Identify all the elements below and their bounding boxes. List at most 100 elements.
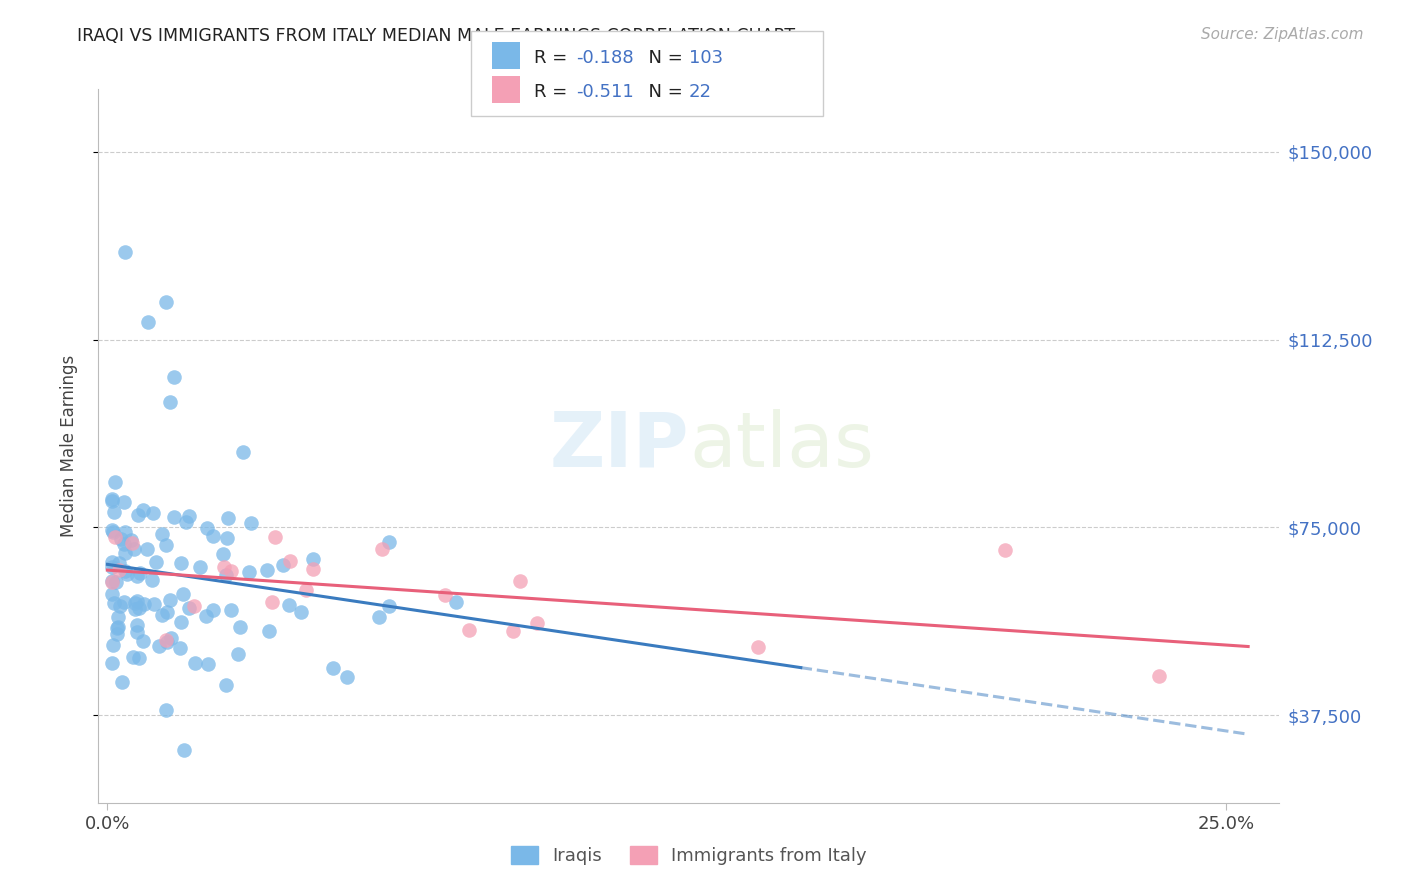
Point [107,609,129,624]
Point [103,596,125,610]
Point [160,632,183,646]
Point [101,574,124,589]
Point [371,541,394,556]
Point [156,605,179,619]
Point [101,574,124,589]
Point [457,623,479,637]
Point [177,508,200,523]
Text: N =: N = [637,83,689,101]
Point [148,639,170,653]
Point [238,565,260,579]
Point [128,566,150,580]
Point [747,640,769,654]
Point [136,315,159,329]
Point [105,627,128,641]
Point [101,656,124,670]
Point [128,600,150,615]
Point [108,556,131,570]
Text: IRAQI VS IMMIGRANTS FROM ITALY MEDIAN MALE EARNINGS CORRELATION CHART: IRAQI VS IMMIGRANTS FROM ITALY MEDIAN MA… [77,27,796,45]
Point [994,543,1017,558]
Point [446,595,468,609]
Point [378,599,401,614]
Point [169,641,191,656]
Point [219,564,242,578]
Point [232,445,254,459]
Point [177,601,200,615]
Point [125,594,148,608]
Point [114,546,136,560]
Point [143,597,166,611]
Point [101,524,124,539]
Y-axis label: Median Male Earnings: Median Male Earnings [59,355,77,537]
Point [111,675,134,690]
Point [132,633,155,648]
Legend: Iraqis, Immigrants from Italy: Iraqis, Immigrants from Italy [503,838,875,872]
Point [124,602,146,616]
Point [170,556,193,570]
Point [112,595,135,609]
Point [526,615,548,630]
Point [367,610,389,624]
Point [127,568,149,582]
Text: -0.188: -0.188 [576,49,634,67]
Point [434,588,457,602]
Point [215,677,238,691]
Point [101,523,124,537]
Text: R =: R = [534,83,574,101]
Text: N =: N = [637,49,689,67]
Point [101,587,124,601]
Point [128,651,150,665]
Point [112,537,135,551]
Text: R =: R = [534,49,574,67]
Point [290,605,312,619]
Point [215,531,238,545]
Text: 103: 103 [689,49,723,67]
Point [141,573,163,587]
Point [101,555,124,569]
Point [108,563,131,577]
Point [502,624,524,638]
Point [211,547,233,561]
Point [195,608,218,623]
Point [170,615,193,629]
Point [104,475,127,489]
Point [145,555,167,569]
Point [174,515,197,529]
Point [509,574,531,589]
Point [101,494,124,508]
Point [173,742,195,756]
Point [301,562,323,576]
Point [155,538,177,552]
Point [336,670,359,684]
Text: 22: 22 [689,83,711,101]
Point [163,509,186,524]
Point [125,617,148,632]
Point [105,621,128,635]
Point [110,533,132,547]
Point [259,624,281,639]
Point [215,567,238,582]
Point [201,602,224,616]
Point [107,620,129,634]
Point [277,598,299,612]
Point [104,530,127,544]
Point [295,583,318,598]
Point [219,603,242,617]
Point [322,661,344,675]
Point [101,559,124,574]
Point [229,620,252,634]
Point [121,535,143,549]
Point [172,587,194,601]
Text: -0.511: -0.511 [576,83,634,101]
Point [159,593,181,607]
Point [159,395,181,409]
Point [142,506,165,520]
Point [132,597,155,611]
Point [217,510,239,524]
Point [183,599,205,614]
Point [122,541,145,556]
Text: ZIP: ZIP [550,409,689,483]
Point [197,657,219,671]
Point [114,525,136,540]
Point [121,533,143,547]
